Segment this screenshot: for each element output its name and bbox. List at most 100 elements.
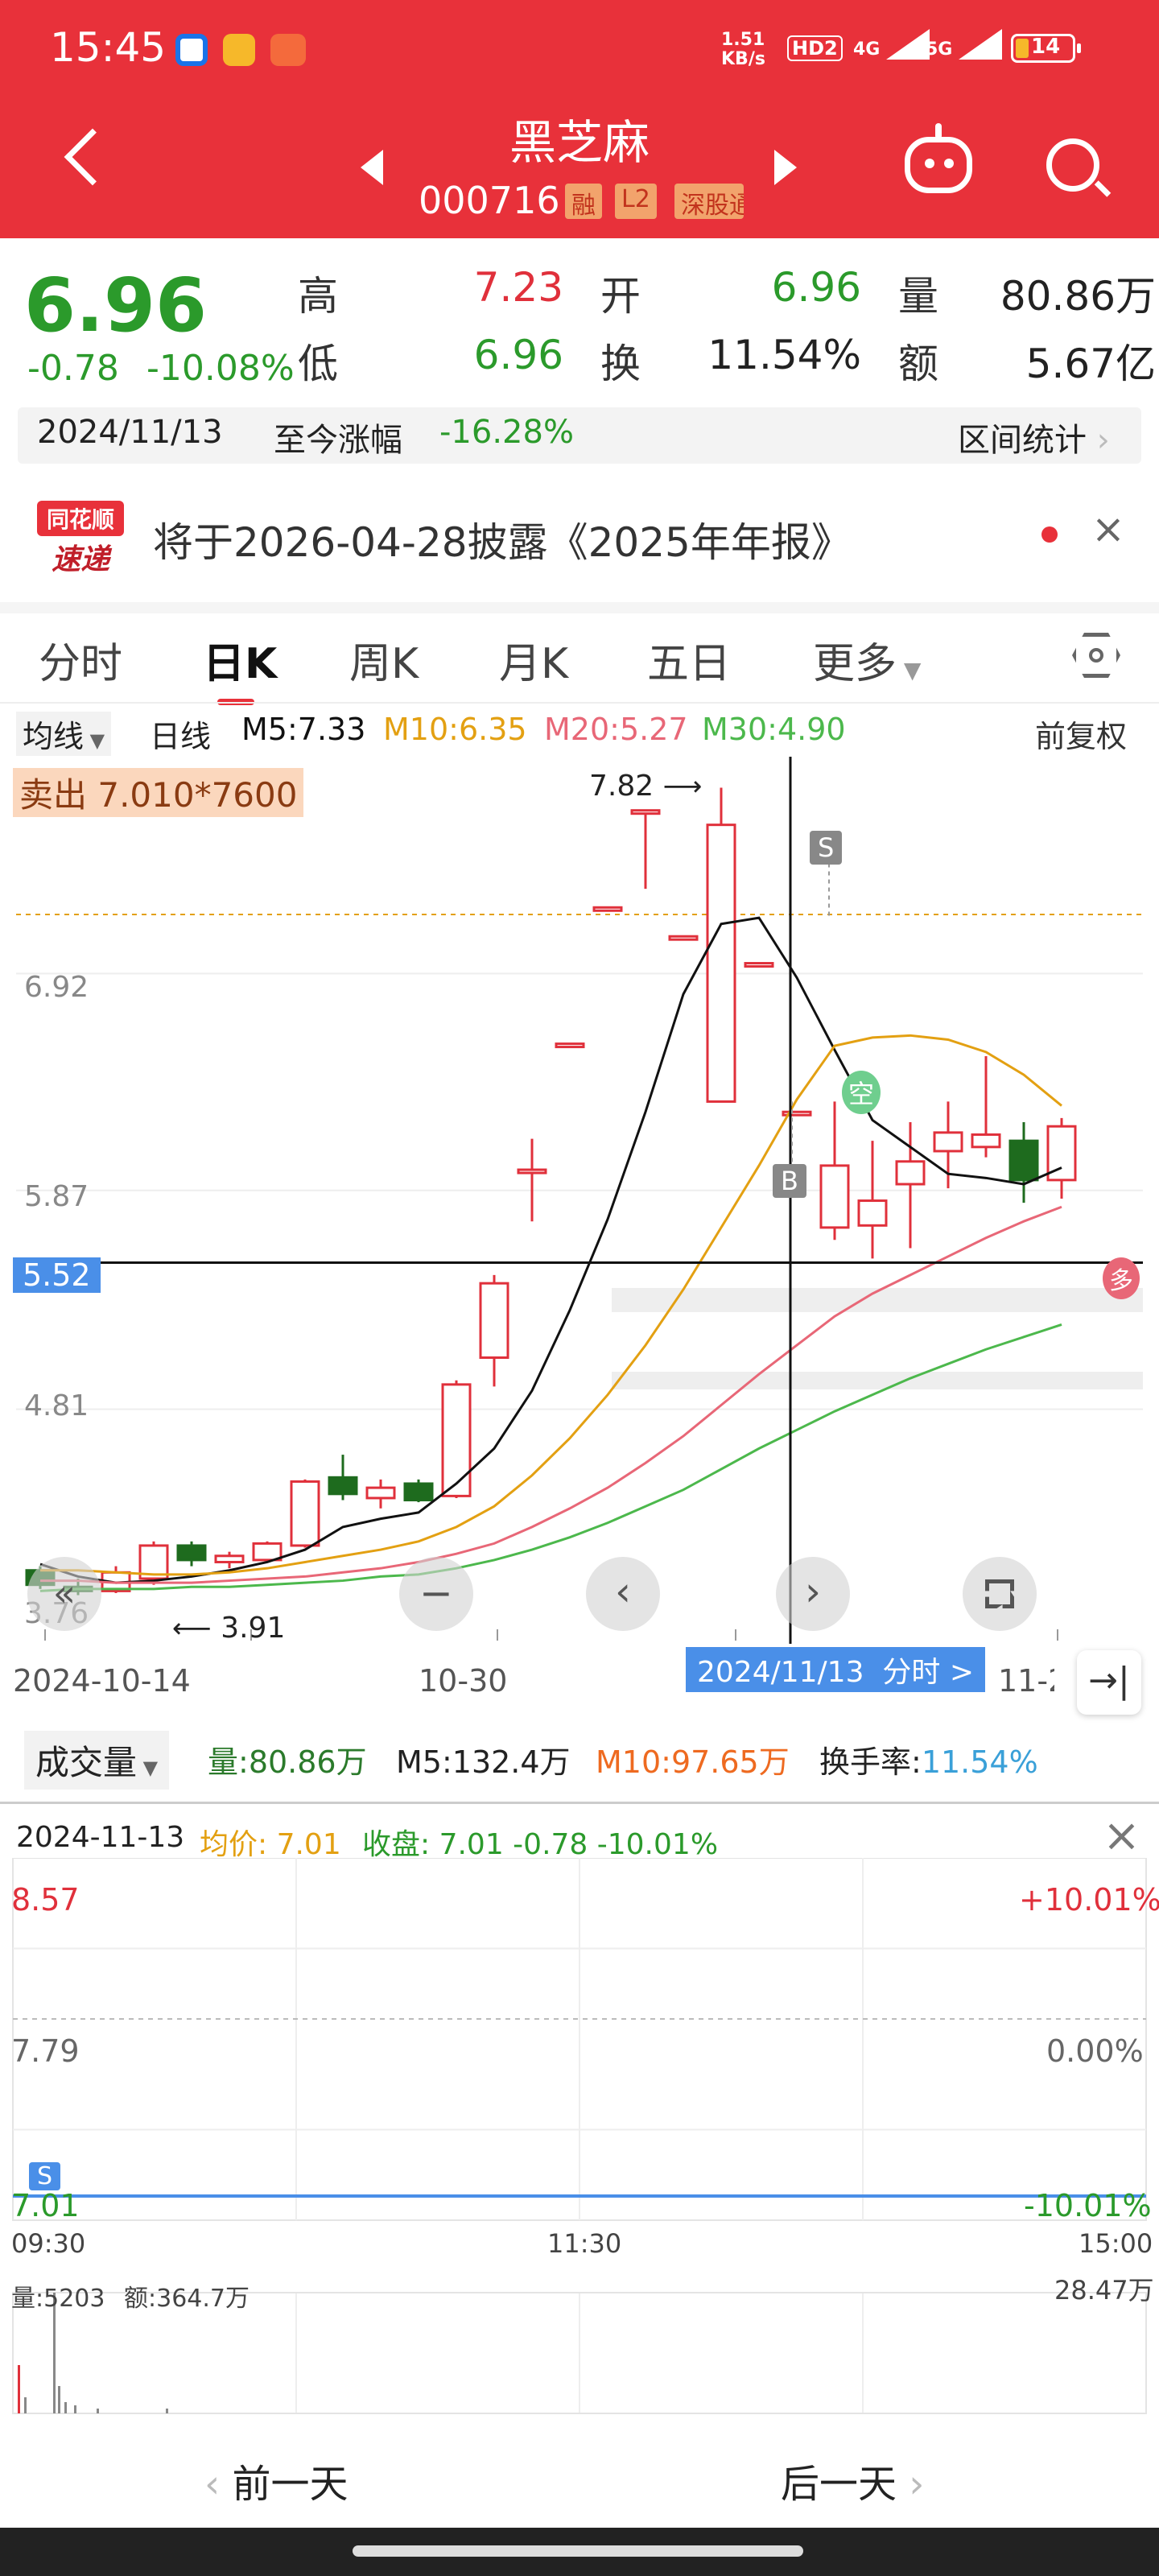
high-value: 7.23: [473, 264, 563, 311]
ma-type-select[interactable]: 均线 ▼: [16, 712, 112, 756]
candle-body: [328, 1476, 358, 1496]
ma20-value: M20:5.27: [544, 712, 688, 747]
y-label-3: 4.81: [24, 1389, 89, 1422]
y-label-1: 6.92: [24, 971, 89, 1004]
crosshair-date-label[interactable]: 2024/11/13 分时 >: [686, 1647, 985, 1692]
tab-weekly-k[interactable]: 周K: [349, 640, 419, 688]
stock-code: 000716: [419, 179, 560, 222]
robot-icon[interactable]: [905, 123, 972, 193]
ma-line-m5: [39, 916, 1062, 1584]
kline-svg: [16, 757, 1143, 1644]
next-day-button[interactable]: 后一天 ›: [781, 2462, 925, 2507]
intraday-close: 收盘: 7.01 -0.78 -10.01%: [362, 1828, 719, 1861]
stock-name: 黑芝麻: [509, 115, 650, 170]
net-speed: 1.51 KB/s: [721, 30, 765, 69]
notice-text: 将于2026-04-28披露《2025年年报》: [153, 519, 852, 566]
signal-4g: 4G: [853, 29, 930, 60]
battery-level: 14: [1031, 35, 1061, 59]
since-label: 至今涨幅: [274, 422, 402, 459]
triangle-down-icon: ▼: [137, 1757, 159, 1779]
last-price: 6.96: [24, 262, 207, 349]
tag-margin: 融: [565, 184, 602, 220]
adjust-select[interactable]: 前复权: [1035, 719, 1128, 754]
candle-body: [365, 1486, 396, 1500]
volume-indicator-select[interactable]: 成交量 ▼: [24, 1731, 170, 1790]
intraday-volume-bar: [97, 2409, 99, 2413]
candle-body: [403, 1482, 434, 1502]
notice-banner[interactable]: 同花顺 速递 将于2026-04-28披露《2025年年报》 ×: [0, 481, 1159, 594]
jump-latest-icon[interactable]: →|: [1077, 1650, 1141, 1715]
app-icon-yellow: [223, 34, 256, 66]
candle-body: [479, 1282, 509, 1360]
battery-icon: 14: [1011, 34, 1081, 63]
signal-5g: 5G: [926, 29, 1003, 60]
kline-chart[interactable]: [16, 757, 1143, 1644]
home-indicator[interactable]: [353, 2545, 803, 2557]
tab-more[interactable]: 更多 ▼: [813, 640, 922, 688]
high-label: 高: [298, 273, 338, 320]
candle-body: [971, 1133, 1001, 1149]
triangle-down-icon: ▼: [84, 729, 105, 752]
close-icon[interactable]: ×: [1091, 506, 1125, 552]
step-right-icon[interactable]: ›: [776, 1557, 850, 1631]
volume-m5: M5:132.4万: [396, 1744, 571, 1780]
triangle-down-icon: ▼: [897, 657, 922, 683]
intra-vol-text: 量:5203: [11, 2285, 105, 2313]
bottom-nav: ‹ 前一天 后一天 ›: [0, 2439, 1159, 2528]
ths-logo: 同花顺 速递: [37, 501, 124, 578]
range-stats-link[interactable]: 区间统计 ›: [958, 422, 1110, 459]
prev-stock-icon[interactable]: [361, 150, 383, 185]
next-stock-icon[interactable]: [774, 150, 797, 185]
candle-body: [857, 1199, 888, 1227]
high-marker: 7.82 ⟶: [589, 770, 703, 803]
candle-body: [630, 809, 661, 815]
intra-t-end: 15:00: [1079, 2228, 1153, 2259]
tab-monthly-k[interactable]: 月K: [499, 640, 569, 688]
turnover-value: 11.54%: [707, 332, 861, 378]
chevron-right-icon: ›: [897, 2462, 925, 2507]
scroll-left-fast-icon[interactable]: «: [27, 1557, 101, 1631]
sell-badge: 卖出 7.010*7600: [13, 768, 304, 817]
tag-level2: L2: [615, 184, 657, 219]
candle-body: [138, 1544, 169, 1580]
settings-icon[interactable]: [1072, 633, 1120, 678]
intraday-volume-bar: [74, 2405, 76, 2413]
intra-vol-max: 28.47万: [1054, 2275, 1154, 2306]
x-label-start: 2024-10-14: [13, 1663, 191, 1699]
intraday-svg: [12, 1858, 1147, 2414]
candle-body: [1008, 1139, 1039, 1182]
candle-body: [517, 1168, 547, 1174]
intraday-volume-bar: [58, 2386, 60, 2413]
search-icon[interactable]: [1046, 138, 1112, 197]
amount-label: 额: [898, 341, 938, 387]
unread-dot: [1041, 526, 1058, 543]
candle-body: [290, 1480, 320, 1547]
candle-body: [441, 1383, 472, 1497]
stock-header: 15:45 1.51 KB/s HD2 4G 5G 14 黑芝麻 000716 …: [0, 0, 1159, 238]
volume-label: 量: [898, 273, 938, 320]
price-change-pct: -10.08%: [146, 348, 295, 389]
x-label-4: 11-2: [998, 1663, 1054, 1699]
tab-intraday[interactable]: 分时: [39, 640, 123, 688]
low-marker: ⟵ 3.91: [172, 1612, 286, 1645]
tab-daily-k[interactable]: 日K: [203, 640, 278, 688]
close-popup-icon[interactable]: ×: [1103, 1810, 1140, 1862]
fullscreen-icon[interactable]: [963, 1557, 1037, 1631]
candle-body: [592, 906, 623, 912]
intra-y-mid: 7.79: [11, 2033, 80, 2069]
intraday-date: 2024-11-13: [16, 1821, 185, 1854]
support-band: [612, 1372, 1143, 1389]
status-time: 15:45: [50, 24, 167, 71]
prev-day-button[interactable]: ‹ 前一天: [204, 2462, 349, 2507]
zoom-out-icon[interactable]: −: [399, 1557, 473, 1631]
turnover-label: 换: [600, 341, 641, 387]
tab-five-day[interactable]: 五日: [647, 640, 732, 688]
ma-line-label: 日线: [150, 719, 212, 754]
step-left-icon[interactable]: ‹: [586, 1557, 660, 1631]
intraday-avg: 均价: 7.01: [200, 1828, 341, 1861]
intra-t-start: 09:30: [11, 2228, 86, 2259]
strip-date: 2024/11/13: [37, 414, 223, 451]
turnover-rate: 换手率:11.54%: [819, 1744, 1038, 1780]
low-label: 低: [298, 341, 338, 387]
ma10-value: M10:6.35: [383, 712, 527, 747]
